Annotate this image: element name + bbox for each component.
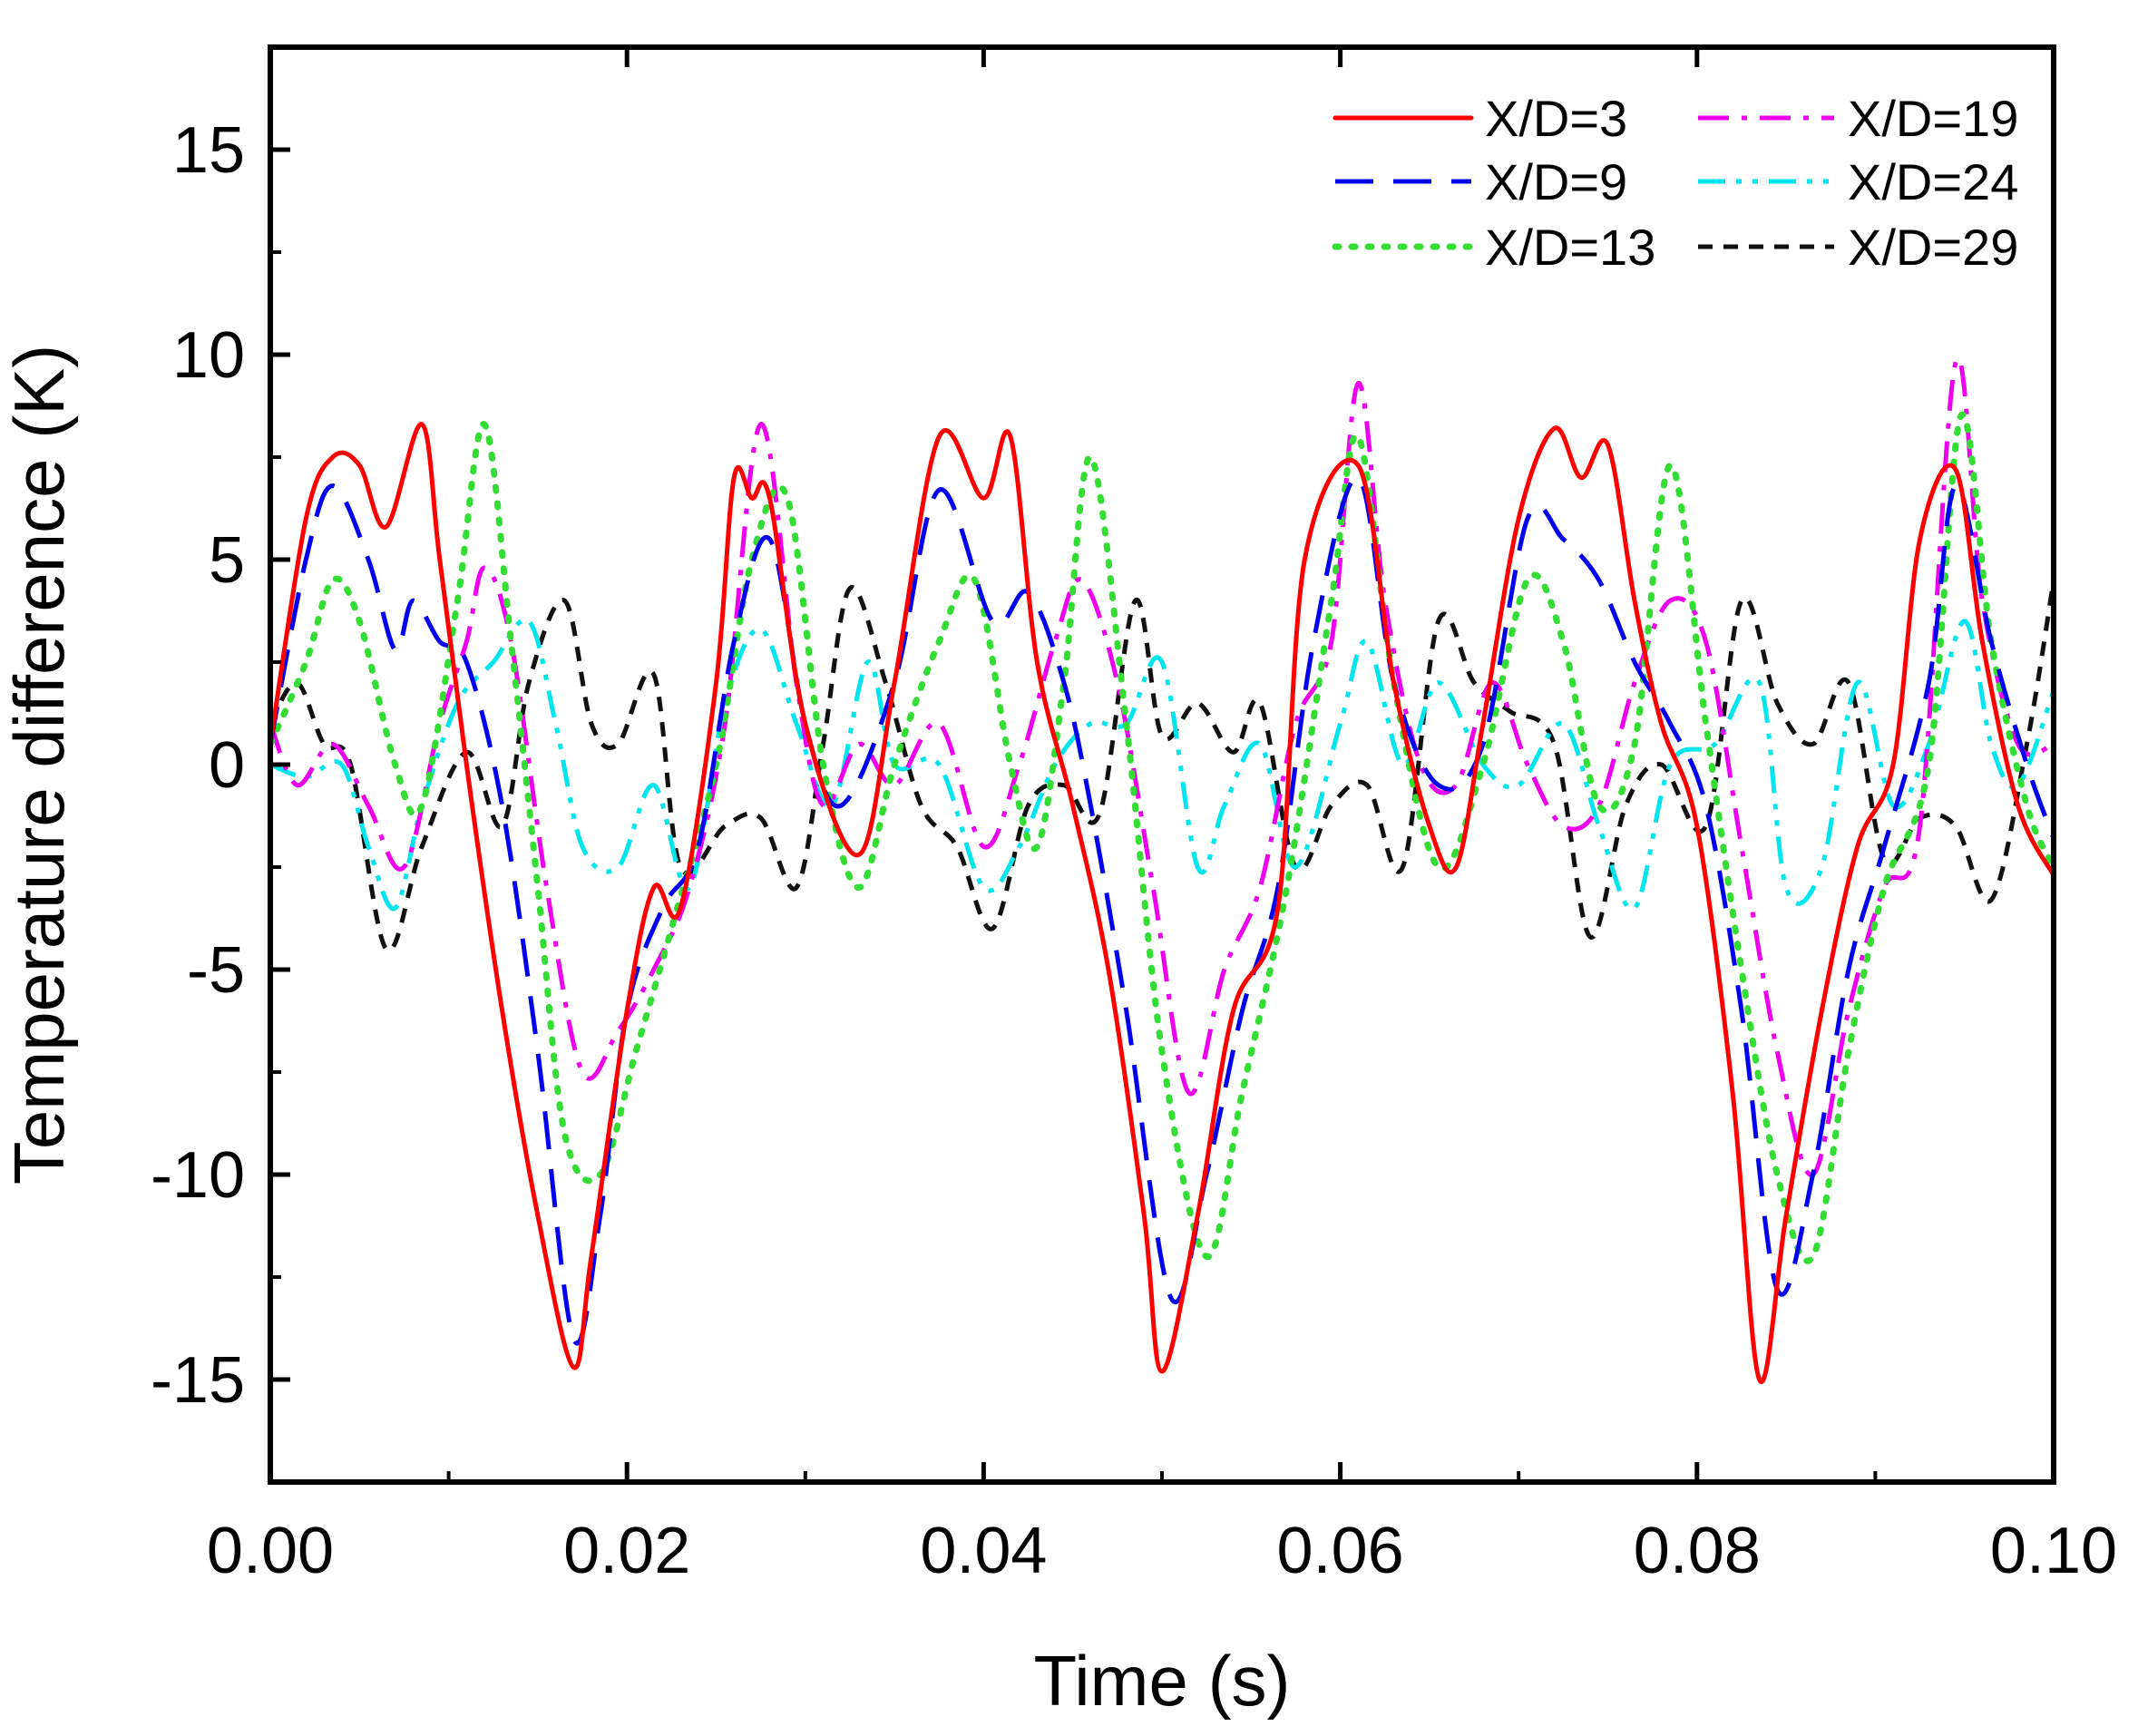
legend: X/D=3 X/D=9 X/D=13 X/D=19 X/D=24 X/D=29 bbox=[1332, 90, 2018, 276]
x-axis-title: Time (s) bbox=[1033, 1641, 1290, 1721]
series-line-x-d-9 bbox=[270, 475, 2054, 1346]
ticks-layer: 0.00 0.02 0.04 0.06 0.08 0.10 -15 -10 -5 0 5 10 15 bbox=[151, 45, 2117, 1587]
y-tick-label: -5 bbox=[187, 934, 245, 1007]
series-line-x-d-29 bbox=[270, 580, 2054, 953]
legend-label-x-d-24: X/D=24 bbox=[1848, 153, 2018, 210]
legend-label-x-d-29: X/D=29 bbox=[1848, 219, 2018, 276]
y-tick-label: 15 bbox=[172, 114, 245, 187]
legend-label-x-d-19: X/D=19 bbox=[1848, 90, 2018, 147]
series-line-x-d-24 bbox=[270, 617, 2054, 912]
x-tick-label: 0.04 bbox=[920, 1515, 1047, 1587]
y-axis-title: Temperature difference (K) bbox=[0, 345, 79, 1185]
x-tick-label: 0.08 bbox=[1634, 1515, 1761, 1587]
y-tick-label: -10 bbox=[151, 1139, 245, 1212]
y-tick-label: 0 bbox=[209, 729, 245, 802]
series-line-x-d-13 bbox=[270, 411, 2054, 1264]
x-tick-label: 0.00 bbox=[207, 1515, 334, 1587]
series-line-x-d-19 bbox=[270, 356, 2054, 1177]
series-line-x-d-3 bbox=[270, 422, 2054, 1384]
y-tick-label: 10 bbox=[172, 319, 245, 392]
y-tick-label: 5 bbox=[209, 524, 245, 597]
series-layer bbox=[270, 356, 2054, 1384]
legend-label-x-d-9: X/D=9 bbox=[1485, 153, 1627, 210]
x-tick-label: 0.02 bbox=[563, 1515, 690, 1587]
x-tick-label: 0.10 bbox=[1990, 1515, 2117, 1587]
x-tick-label: 0.06 bbox=[1277, 1515, 1404, 1587]
y-tick-label: -15 bbox=[151, 1344, 245, 1417]
legend-label-x-d-3: X/D=3 bbox=[1485, 90, 1627, 147]
legend-label-x-d-13: X/D=13 bbox=[1485, 219, 1655, 276]
